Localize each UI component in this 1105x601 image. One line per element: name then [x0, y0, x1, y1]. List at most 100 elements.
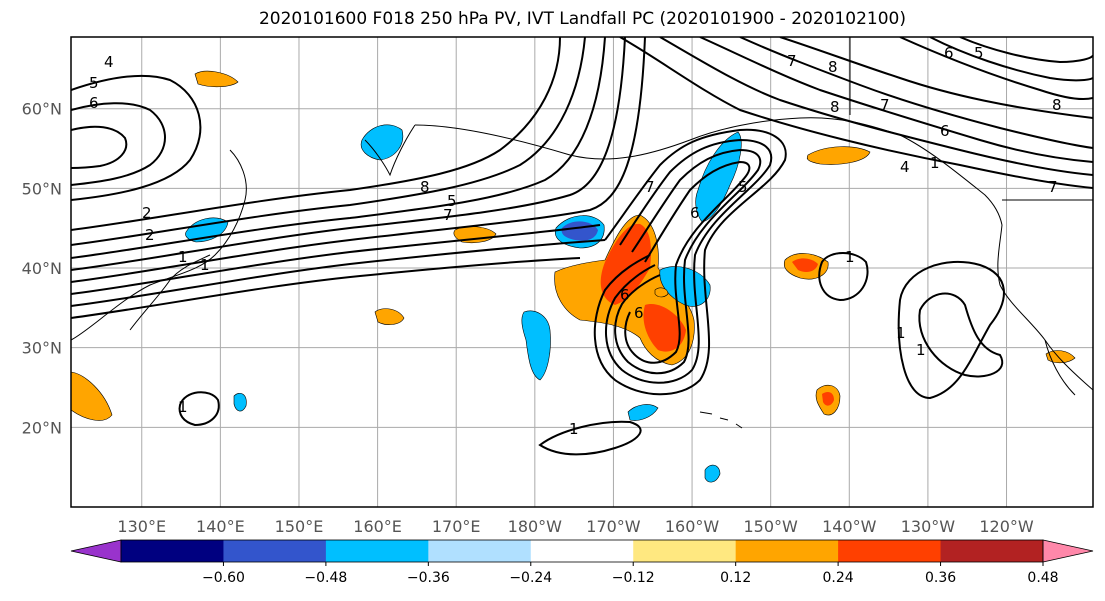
positive-anomaly-west	[71, 371, 113, 421]
latitude-label: 20°N	[22, 418, 62, 437]
pv-contour-closed	[538, 420, 642, 456]
pv-contour-closed	[178, 391, 220, 427]
latitude-label: 40°N	[22, 259, 62, 278]
pv-contour	[619, 37, 1093, 189]
contour-label: 6	[634, 304, 644, 322]
longitude-label: 150°W	[743, 517, 798, 536]
contour-label: 1	[896, 324, 906, 342]
colorbar-tick-label: 0.24	[823, 570, 854, 586]
positive-anomaly-sw	[374, 308, 405, 325]
negative-anomaly-small-3	[233, 393, 247, 412]
colorbar-segment	[223, 540, 327, 562]
contour-label: 7	[1048, 178, 1058, 196]
coastline-kamchatka	[364, 124, 416, 177]
pv-contour	[929, 37, 1093, 82]
pv-contour	[71, 37, 561, 231]
negative-anomaly-blue-4	[521, 310, 551, 381]
pv-contour	[71, 257, 581, 319]
positive-anomaly-red	[600, 223, 651, 305]
contour-label: 7	[880, 96, 890, 114]
pv-contour	[71, 37, 606, 259]
map-frame	[70, 36, 1094, 508]
positive-anomaly-ne-pacific	[806, 146, 871, 165]
pv-contour-trough	[593, 128, 787, 396]
colorbar-tick-label: 0.48	[1027, 570, 1058, 586]
pv-contour	[739, 37, 1093, 149]
negative-anomaly-blue-3	[695, 131, 742, 223]
contour-label: 4	[104, 53, 114, 71]
colorbar-frame	[120, 539, 1044, 563]
pv-contour	[71, 239, 606, 307]
pv-contour-closed	[897, 260, 1005, 400]
contour-label: 8	[830, 98, 840, 116]
negative-anomaly-small	[627, 404, 659, 421]
pv-contour	[699, 37, 1093, 163]
longitude-label: 130°W	[901, 517, 956, 536]
colorbar-tick-label: −0.48	[304, 570, 347, 586]
pv-contour-trough	[605, 138, 773, 384]
contour-label: 7	[787, 52, 797, 70]
colorbar-segment	[735, 540, 839, 562]
contour-label: 1	[178, 398, 188, 416]
latitude-label: 30°N	[22, 339, 62, 358]
contour-label: 8	[420, 178, 430, 196]
colorbar-tick-label: 0.36	[925, 570, 956, 586]
contour-label: 8	[828, 58, 838, 76]
colorbar-tick-label: −0.36	[407, 570, 450, 586]
colorbar-segment	[325, 540, 429, 562]
coastlines	[71, 37, 1093, 429]
positive-anomaly-tropics-core	[822, 392, 834, 406]
positive-anomaly-red-2	[643, 304, 686, 352]
colorbar-extend-high	[1042, 539, 1094, 563]
contour-label: 1	[178, 248, 188, 266]
contour-label: 2	[145, 226, 155, 244]
negative-anomaly-blue-5	[360, 124, 404, 161]
latitude-label: 50°N	[22, 179, 62, 198]
contour-label: 5	[974, 44, 984, 62]
pv-contour	[71, 37, 586, 246]
coastline-us-west	[997, 224, 1093, 391]
contour-label: 6	[620, 286, 630, 304]
contour-label: 7	[645, 178, 655, 196]
contour-label: 1	[930, 154, 940, 172]
longitude-label: 160°W	[665, 517, 720, 536]
contour-label: 1	[916, 341, 926, 359]
coastline-bc	[899, 134, 1003, 226]
longitude-label: 170°W	[586, 517, 641, 536]
colorbar-tick-label: −0.12	[612, 570, 655, 586]
positive-anomaly-gulf-core	[792, 258, 818, 272]
pv-contours	[71, 37, 1093, 456]
colorbar-segment	[838, 540, 942, 562]
contour-labels: 4 5 6 8 5 7 8 1 7 1 1 6 8 7 5 6 8 4 7 6 …	[89, 44, 1062, 438]
latitude-labels: 60°N 50°N 40°N 30°N 20°N	[22, 100, 62, 438]
pv-contour	[71, 37, 646, 283]
map-title: 2020101600 F018 250 hPa PV, IVT Landfall…	[258, 9, 906, 29]
pv-contour-trough	[624, 160, 751, 364]
longitude-label: 150°E	[275, 517, 324, 536]
pv-contour	[71, 102, 166, 186]
coastline-aleutians	[414, 124, 691, 160]
contour-label: 6	[940, 122, 950, 140]
longitude-label: 160°E	[353, 517, 402, 536]
contour-label: 7	[443, 206, 453, 224]
contour-label: 5	[89, 74, 99, 92]
positive-anomaly-north	[194, 70, 239, 88]
colorbar: −0.60 −0.48 −0.36 −0.24 −0.12 0.12 0.24 0.36 0.4…	[70, 539, 1094, 586]
longitude-label: 140°E	[196, 517, 245, 536]
pv-contour	[659, 37, 1093, 176]
longitude-label: 180°W	[508, 517, 563, 536]
pv-contour	[959, 37, 1093, 64]
colorbar-tick-label: −0.60	[202, 570, 245, 586]
contour-label: 6	[690, 204, 700, 222]
contour-label: 1	[845, 248, 855, 266]
coastline-alaska	[689, 117, 901, 141]
pv-contour-trough	[614, 148, 762, 375]
colorbar-extend-low	[70, 539, 122, 563]
pv-contour	[899, 37, 1093, 100]
longitude-label: 120°W	[979, 517, 1034, 536]
coastline-hawaii	[699, 411, 743, 429]
pv-contour-closed	[918, 292, 1004, 378]
coastline-asia	[71, 149, 247, 341]
latitude-label: 60°N	[22, 100, 62, 119]
